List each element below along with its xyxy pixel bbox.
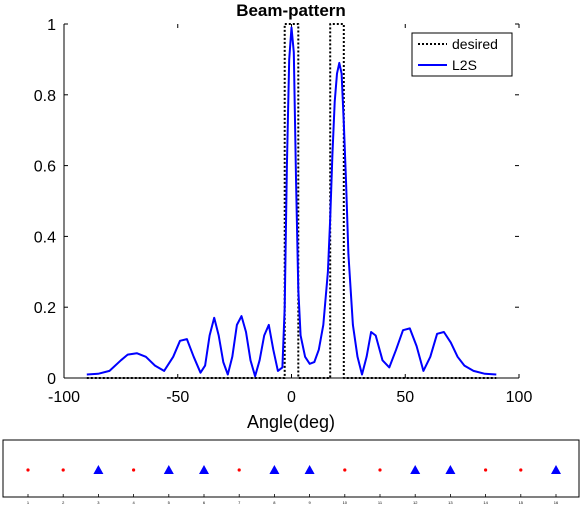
dot-marker bbox=[519, 468, 523, 472]
dot-marker bbox=[484, 468, 488, 472]
strip-tick-label: 14 bbox=[483, 500, 488, 505]
strip-tick-label: 9 bbox=[308, 500, 311, 505]
x-tick-label: -50 bbox=[166, 389, 189, 406]
triangle-marker bbox=[445, 465, 456, 474]
dot-marker bbox=[343, 468, 347, 472]
triangle-marker bbox=[163, 465, 174, 474]
x-tick-label: 50 bbox=[396, 389, 414, 406]
series-line-desired bbox=[86, 23, 497, 379]
y-tick-label: 0.2 bbox=[34, 300, 56, 317]
y-tick-label: 0.6 bbox=[34, 159, 56, 176]
y-tick-label: 0.8 bbox=[34, 88, 56, 105]
legend-box bbox=[411, 32, 513, 77]
strip-tick-label: 4 bbox=[132, 500, 135, 505]
triangle-marker bbox=[410, 465, 421, 474]
dot-marker bbox=[378, 468, 382, 472]
element-layout-strip: 1 2 3 4 5 6 7 8 9 10 11 12 13 14 15 16 bbox=[2, 439, 580, 505]
triangle-marker bbox=[269, 465, 280, 474]
triangle-marker bbox=[551, 465, 561, 474]
dot-marker bbox=[237, 468, 241, 472]
strip-tick-label: 11 bbox=[378, 500, 383, 505]
strip-tick-label: 13 bbox=[448, 500, 453, 505]
dot-marker bbox=[26, 468, 30, 472]
strip-frame bbox=[2, 439, 580, 498]
triangle-marker bbox=[93, 465, 104, 474]
y-tick-label: 0.4 bbox=[34, 229, 56, 246]
plot-series bbox=[86, 23, 497, 379]
y-tick-label: 0 bbox=[47, 371, 56, 388]
triangle-marker bbox=[304, 465, 315, 474]
strip-tick-label: 6 bbox=[203, 500, 206, 505]
strip-markers bbox=[26, 465, 561, 474]
strip-tick-label: 8 bbox=[273, 500, 276, 505]
x-axis-label: Angle(deg) bbox=[247, 412, 335, 432]
strip-tick-label: 10 bbox=[343, 500, 348, 505]
dot-marker bbox=[132, 468, 136, 472]
dot-marker bbox=[61, 468, 65, 472]
strip-tick-label: 15 bbox=[519, 500, 524, 505]
series-line-l2s bbox=[86, 26, 497, 378]
x-tick-label: 0 bbox=[287, 389, 296, 406]
triangle-marker bbox=[199, 465, 209, 474]
chart-title: Beam-pattern bbox=[236, 1, 346, 20]
strip-tick-label: 3 bbox=[97, 500, 100, 505]
x-tick-label: 100 bbox=[506, 389, 533, 406]
legend-l2s-label: L2S bbox=[452, 57, 477, 73]
legend-desired-label: desired bbox=[452, 36, 498, 52]
y-tick-label: 1 bbox=[47, 17, 56, 34]
strip-tick-label: 2 bbox=[62, 500, 65, 505]
plot-axes: 0 0.2 0.4 0.6 0.8 1 -100 -50 0 50 100 bbox=[34, 17, 533, 406]
strip-tick-label: 12 bbox=[413, 500, 418, 505]
strip-tick-label: 16 bbox=[554, 500, 559, 505]
strip-tick-label: 7 bbox=[238, 500, 241, 505]
strip-ticks: 1 2 3 4 5 6 7 8 9 10 11 12 13 14 15 16 bbox=[27, 494, 559, 505]
legend: desired L2S bbox=[411, 32, 513, 77]
beam-pattern-chart: Beam-pattern 0 0.2 0.4 0.6 0.8 1 -100 -50 0 50 100… bbox=[34, 1, 533, 432]
strip-tick-label: 5 bbox=[168, 500, 171, 505]
x-tick-label: -100 bbox=[48, 389, 80, 406]
strip-tick-label: 1 bbox=[27, 500, 30, 505]
